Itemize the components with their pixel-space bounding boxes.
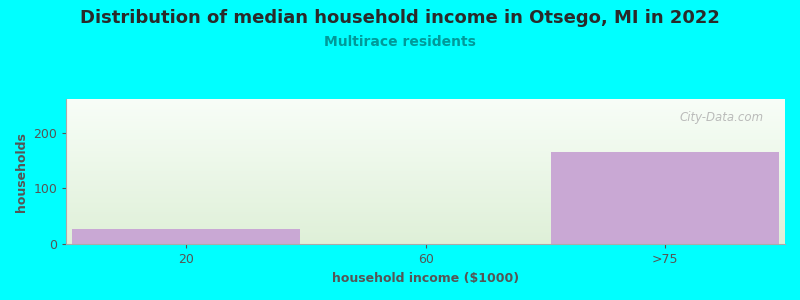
X-axis label: household income ($1000): household income ($1000): [332, 272, 519, 285]
Bar: [73, 229, 300, 244]
Text: Multirace residents: Multirace residents: [324, 35, 476, 49]
Y-axis label: households: households: [15, 132, 28, 211]
Text: City-Data.com: City-Data.com: [679, 111, 763, 124]
Bar: [551, 152, 779, 244]
Text: Distribution of median household income in Otsego, MI in 2022: Distribution of median household income …: [80, 9, 720, 27]
